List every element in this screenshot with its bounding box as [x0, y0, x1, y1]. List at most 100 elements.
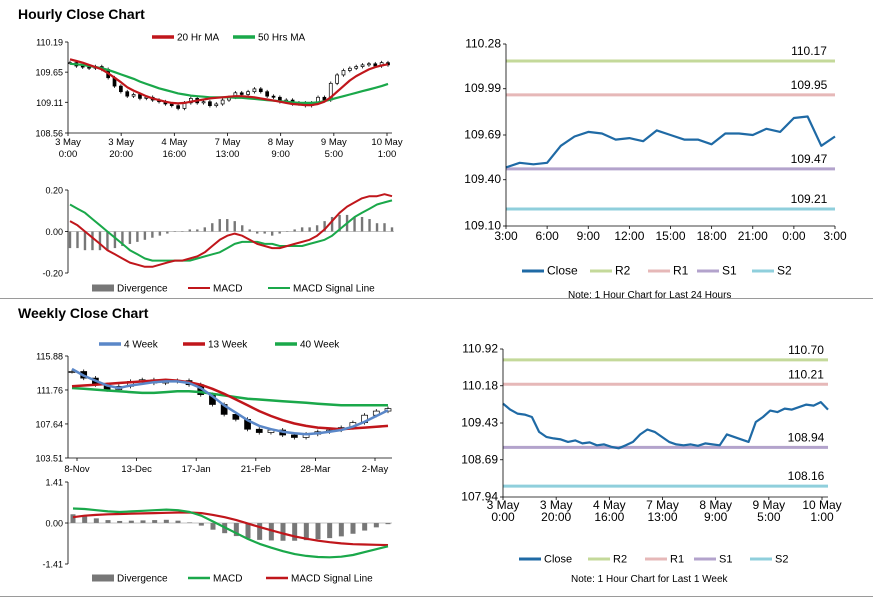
- hourly-price-candle-body: [322, 96, 327, 101]
- hourly-price-candle-body: [335, 74, 339, 84]
- weekly-price-candle-body: [68, 371, 76, 373]
- weekly-pivot-x-tick-label: 1:00: [810, 510, 834, 524]
- hourly-price-candle-body: [138, 94, 142, 99]
- hourly-pivot-x-tick-label: 12:00: [614, 229, 644, 243]
- weekly-macd-macd-legend-label: MACD: [213, 574, 242, 585]
- hourly-macd-divergence-bar: [68, 231, 72, 249]
- weekly-macd-y-tick-label: 0.00: [45, 519, 63, 529]
- weekly-macd-macd-line: [72, 507, 389, 559]
- hourly-macd-divergence-bar: [293, 229, 296, 232]
- hourly-price-candle-body: [373, 63, 378, 67]
- hourly-price-candle-body: [271, 95, 276, 98]
- hourly-price-candle-body: [176, 105, 180, 109]
- weekly-pivot-x-tick-label: 13:00: [647, 510, 677, 524]
- hourly-price-y-tick-label: 109.11: [36, 98, 63, 108]
- weekly-price-candle-body: [232, 414, 240, 420]
- hourly-price-candle-body: [131, 94, 136, 97]
- hourly-macd-divergence-bar: [218, 219, 221, 232]
- hourly-price-candle-body: [354, 66, 359, 69]
- hourly-macd-divergence-bar: [136, 231, 139, 242]
- hourly-price-candle-body: [258, 88, 263, 93]
- hourly-macd-divergence-bar: [278, 231, 281, 234]
- hourly-pivot-s1-label: 109.47: [791, 152, 828, 166]
- weekly-macd-divergence-bar: [303, 523, 309, 541]
- hourly-price-candle-body: [201, 101, 206, 104]
- hourly-macd-divergence-bar: [98, 231, 102, 251]
- hourly-price-candle-body: [119, 85, 123, 93]
- hourly-pivot-r1-label: 109.95: [791, 78, 828, 92]
- hourly-price-x-tick-label: 5:00: [325, 149, 344, 160]
- weekly-pivot-x-tick-label: 8 May: [699, 498, 732, 512]
- hourly-macd-divergence-bar: [121, 231, 124, 247]
- weekly-pivot-y-tick-label: 110.92: [462, 342, 498, 356]
- weekly-pivot-x-tick-label: 4 May: [593, 498, 626, 512]
- hourly-price-candle-body: [252, 88, 257, 93]
- hourly-price-x-tick-label: 1:00: [378, 149, 397, 160]
- hourly-price-x-tick-label: 9:00: [271, 149, 290, 160]
- weekly-macd-divergence-bar: [70, 514, 76, 523]
- hourly-price-candle-body: [87, 66, 91, 69]
- weekly-price-x-tick-label: 2-May: [362, 464, 389, 475]
- hourly-macd-divergence-bar: [128, 231, 132, 244]
- weekly-pivot-y-tick-label: 110.18: [462, 378, 498, 392]
- weekly-macd-divergence-bar: [93, 518, 99, 523]
- hourly-price-x-tick-label: 3 May: [108, 137, 134, 148]
- weekly-pivot-close-line: [502, 401, 829, 450]
- weekly-price-y-tick-label: 103.51: [35, 454, 63, 464]
- hourly-price-candle-body: [265, 91, 270, 97]
- hourly-macd-divergence-bar: [143, 231, 147, 240]
- weekly-macd-divergence-bar: [362, 523, 368, 531]
- hourly-pivot-x-tick-label: 9:00: [577, 229, 601, 243]
- hourly-price-candle-body: [239, 92, 244, 95]
- hourly-price-ma20-legend-label: 20 Hr MA: [177, 33, 220, 44]
- weekly-pivot-x-tick-label: 5:00: [757, 510, 781, 524]
- weekly-price-x-tick-label: 28-Mar: [300, 464, 330, 475]
- weekly-macd-divergence-bar: [257, 523, 263, 540]
- hourly-macd-divergence-bar: [323, 221, 326, 232]
- hourly-price-candle-body: [341, 70, 346, 76]
- weekly-price-y-tick-label: 111.76: [37, 385, 63, 395]
- hourly-pivot-y-tick-label: 109.10: [464, 219, 501, 233]
- hourly-price-x-tick-label: 7 May: [215, 137, 241, 148]
- hourly-macd-divergence-legend-swatch: [92, 284, 114, 292]
- weekly-pivot-x-tick-label: 9 May: [752, 498, 785, 512]
- weekly-price-x-tick-label: 21-Feb: [241, 464, 271, 475]
- hourly-price-y-tick-label: 110.19: [36, 38, 63, 48]
- hourly-macd-signal-legend-label: MACD Signal Line: [293, 284, 375, 295]
- hourly-macd-divergence-bar: [390, 227, 394, 232]
- hourly-price-candle-body: [208, 101, 212, 106]
- weekly-price-y-tick-label: 115.88: [36, 352, 63, 362]
- hourly-price-candle-body: [347, 67, 352, 71]
- weekly-macd-y-tick-label: -1.41: [42, 560, 63, 570]
- hourly-pivot-r2-label: 110.17: [791, 44, 827, 58]
- hourly-price-y-tick-label: 108.56: [35, 129, 63, 139]
- hourly-macd-divergence-bar: [383, 223, 386, 232]
- weekly-price-x-tick-label: 13-Dec: [121, 464, 152, 475]
- hourly-price-candle-body: [360, 64, 365, 67]
- hourly-pivot-x-tick-label: 21:00: [738, 229, 768, 243]
- hourly-pivot-s2-legend-label: S2: [777, 264, 792, 278]
- weekly-pivot-s2-legend-label: S2: [775, 554, 788, 566]
- hourly-macd-divergence-bar: [211, 223, 214, 232]
- hourly-price-ma50-legend-label: 50 Hrs MA: [258, 33, 306, 44]
- hourly-price-ma20-line: [69, 58, 389, 107]
- hourly-pivot-y-tick-label: 109.99: [464, 81, 501, 95]
- weekly-pivot-x-tick-label: 10 May: [802, 498, 841, 512]
- hourly-macd-divergence-bar: [315, 225, 319, 232]
- hourly-macd-divergence-bar: [166, 231, 169, 234]
- weekly-macd-divergence-bar: [268, 523, 274, 541]
- weekly-pivot-x-tick-label: 3 May: [487, 498, 520, 512]
- weekly-pivot-y-tick-label: 108.69: [461, 452, 498, 466]
- weekly-pivot-close-legend-label: Close: [544, 554, 572, 566]
- hourly-macd-signal-line: [69, 199, 393, 262]
- weekly-price-x-tick-label: 17-Jan: [182, 464, 211, 475]
- hourly-macd-divergence-bar: [368, 219, 371, 232]
- weekly-macd-divergence-bar: [152, 520, 158, 523]
- weekly-macd-y-tick-label: 1.41: [45, 478, 63, 488]
- hourly-macd-y-tick-label: -0.20: [42, 269, 63, 279]
- hourly-macd-divergence-bar: [151, 231, 154, 238]
- weekly-pivot-y-tick-label: 107.94: [461, 490, 498, 504]
- hourly-macd-macd-line: [69, 193, 393, 268]
- weekly-macd-divergence-bar: [245, 523, 251, 539]
- hourly-macd-divergence-bar: [188, 229, 192, 232]
